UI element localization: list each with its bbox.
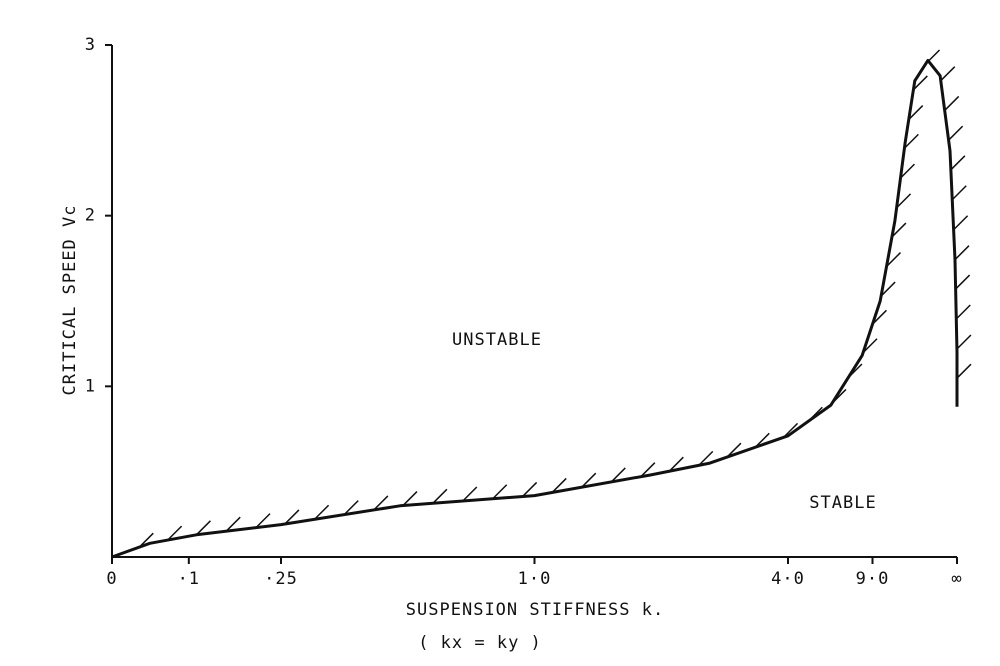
hatch bbox=[912, 75, 928, 91]
x-tick-label: 9·0 bbox=[856, 569, 890, 589]
hatch bbox=[948, 125, 964, 141]
x-axis-label: SUSPENSION STIFFNESS k. bbox=[406, 600, 664, 620]
hatch bbox=[432, 488, 448, 504]
y-tick-label: 1 bbox=[85, 376, 96, 396]
hatch bbox=[944, 95, 960, 111]
hatch bbox=[195, 520, 211, 536]
hatch bbox=[908, 105, 924, 121]
hatch bbox=[462, 486, 478, 502]
hatch bbox=[167, 525, 183, 541]
y-tick-label: 3 bbox=[85, 35, 96, 55]
hatch bbox=[880, 281, 896, 297]
hatch bbox=[581, 472, 597, 488]
hatch bbox=[953, 215, 969, 231]
hatch bbox=[899, 163, 915, 179]
curve bbox=[111, 58, 959, 559]
hatch bbox=[640, 462, 656, 478]
hatch bbox=[954, 245, 970, 261]
hatch bbox=[951, 185, 967, 201]
x-tick-label: ·25 bbox=[264, 569, 298, 589]
hatch bbox=[314, 504, 330, 520]
hatch bbox=[610, 467, 626, 483]
hatch bbox=[492, 484, 508, 500]
hatch bbox=[255, 513, 271, 529]
hatch bbox=[284, 509, 300, 525]
x-tick-label: ∞ bbox=[951, 569, 962, 589]
region-label: STABLE bbox=[809, 493, 876, 513]
hatch bbox=[373, 495, 389, 511]
y-axis-label: CRITICAL SPEED Vc bbox=[60, 205, 80, 396]
hatch bbox=[956, 363, 972, 379]
x-tick-label: ·1 bbox=[178, 569, 200, 589]
hatch bbox=[885, 252, 902, 268]
hatch bbox=[955, 274, 971, 290]
x-axis-sublabel: ( kx = ky ) bbox=[418, 633, 542, 653]
hatch bbox=[343, 500, 359, 516]
y-tick-label: 2 bbox=[85, 206, 96, 226]
hatch bbox=[668, 456, 684, 472]
x-tick-label: 1·0 bbox=[518, 569, 552, 589]
hatch bbox=[402, 491, 418, 507]
region-label: UNSTABLE bbox=[452, 330, 542, 350]
hatch bbox=[522, 481, 538, 497]
hatch bbox=[891, 222, 907, 238]
hatch bbox=[955, 304, 971, 320]
hatch bbox=[225, 516, 241, 532]
hatch bbox=[903, 133, 919, 149]
hatch bbox=[551, 477, 567, 493]
hatch bbox=[896, 193, 912, 209]
x-tick-label: 0 bbox=[106, 569, 117, 589]
hatch bbox=[950, 155, 966, 171]
hatch bbox=[956, 334, 972, 350]
x-tick-label: 4·0 bbox=[771, 569, 805, 589]
hatch bbox=[940, 66, 956, 82]
hatch bbox=[698, 450, 714, 466]
